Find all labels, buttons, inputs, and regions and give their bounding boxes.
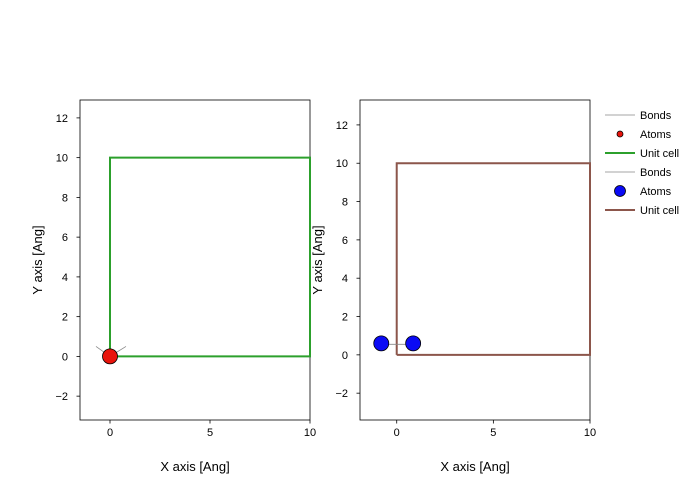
legend-marker-swatch [616, 130, 624, 138]
plot-2-y-tick-label: −2 [335, 388, 348, 400]
plot-2-y-tick-label: 8 [342, 197, 348, 209]
plot-1-atom-1 [102, 348, 118, 365]
plot-1-ticks: 0 5 10 −2 0 2 4 6 8 10 12 [55, 113, 316, 439]
plot-2-y-tick-label: 0 [342, 350, 348, 362]
plot-2-y-tick-label: 12 [336, 120, 348, 132]
plot-1-content [95, 156, 311, 365]
plot-1-x-axis-label: X axis [Ang] [160, 459, 229, 474]
plot-2-x-axis-label: X axis [Ang] [440, 459, 509, 474]
legend-marker-swatch [614, 185, 626, 197]
legend-entry-6: Unit cell [605, 205, 679, 217]
legend: Bonds Atoms Unit cell Bonds Atoms Unit cell [605, 110, 679, 217]
plot-1: 0 5 10 −2 0 2 4 6 8 10 12 X axis [Ang] Y axis [Ang… [30, 99, 316, 474]
legend-label: Unit cell [640, 205, 679, 217]
legend-entry-4: Bonds [605, 167, 672, 179]
plot-1-y-tick-label: 12 [56, 113, 68, 125]
plot-2-atom-1 [373, 335, 390, 352]
plot-1-y-axis-label: Y axis [Ang] [30, 225, 45, 294]
plot-1-y-tick-label: −2 [55, 391, 68, 403]
legend-label: Bonds [640, 110, 672, 122]
plot-2-y-tick-label: 6 [342, 235, 348, 247]
plot-2-ticks: 0 5 10 −2 0 2 4 6 8 10 12 [335, 120, 596, 439]
legend-entry-1: Bonds [605, 110, 672, 122]
plot-1-x-tick-label: 10 [304, 427, 316, 439]
plot-2-x-tick-label: 10 [584, 427, 596, 439]
plot-2-y-tick-label: 2 [342, 312, 348, 324]
legend-label: Atoms [640, 186, 672, 198]
plot-1-y-tick-label: 10 [56, 153, 68, 165]
plot-1-y-tick-label: 8 [62, 192, 68, 204]
plot-2-x-tick-label: 0 [394, 427, 400, 439]
plot-1-x-tick-label: 5 [207, 427, 213, 439]
plot-2-atom-2 [405, 335, 422, 352]
legend-entry-3: Unit cell [605, 148, 679, 160]
plot-2-unit-cell [395, 162, 591, 356]
plot-2-y-tick-label: 10 [336, 158, 348, 170]
plot-2-y-tick-label: 4 [342, 273, 348, 285]
plot-1-y-tick-label: 2 [62, 312, 68, 324]
legend-label: Unit cell [640, 148, 679, 160]
plot-1-y-tick-label: 6 [62, 232, 68, 244]
plot-1-y-tick-label: 4 [62, 272, 68, 284]
plot-2-x-tick-label: 5 [490, 427, 496, 439]
plot-2-content [373, 162, 591, 356]
plot-1-unit-cell [109, 156, 311, 358]
legend-entry-2: Atoms [616, 129, 672, 141]
plot-2-y-axis-label: Y axis [Ang] [310, 225, 325, 294]
legend-entry-5: Atoms [614, 185, 672, 198]
plot-2: 0 5 10 −2 0 2 4 6 8 10 12 X axis [Ang] Y axis [Ang… [310, 99, 596, 474]
plot-1-x-tick-label: 0 [107, 427, 113, 439]
plot-1-y-tick-label: 0 [62, 351, 68, 363]
legend-label: Bonds [640, 167, 672, 179]
legend-label: Atoms [640, 129, 672, 141]
